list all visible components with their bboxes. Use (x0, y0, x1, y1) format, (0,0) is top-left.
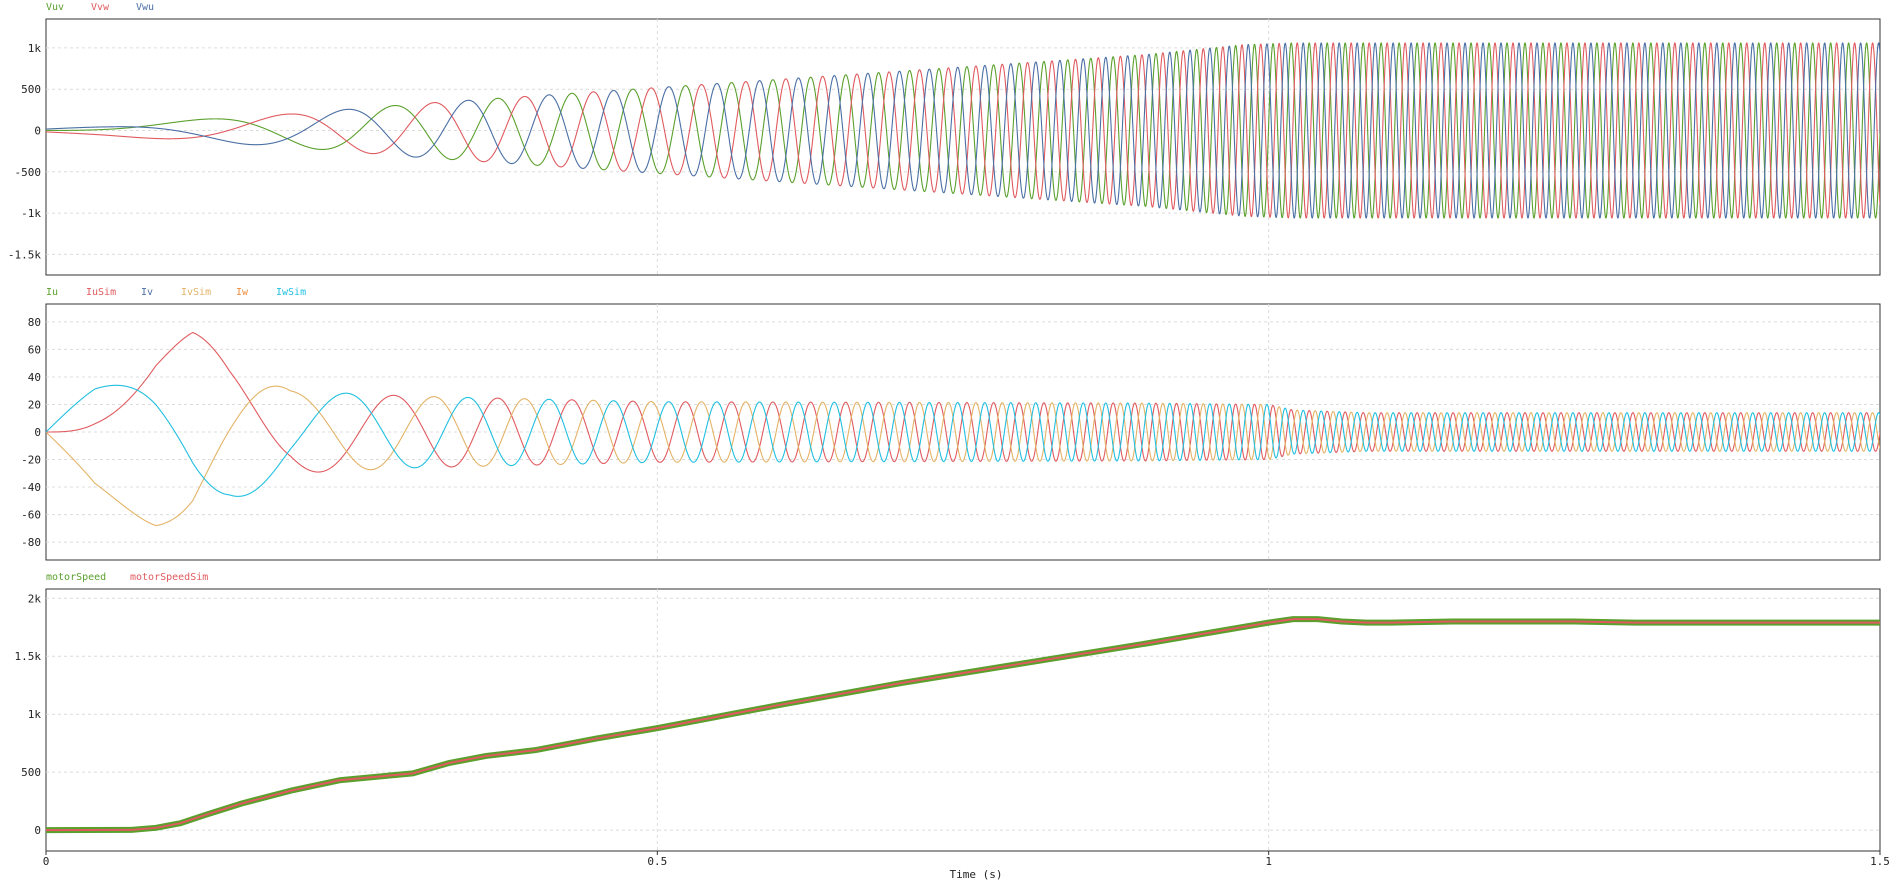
legend-entry-motorSpeedSim: motorSpeedSim (130, 572, 208, 583)
y-tick-label: 500 (21, 83, 41, 96)
legend-entry-motorSpeed: motorSpeed (46, 572, 106, 583)
y-tick-label: -60 (21, 509, 41, 522)
y-tick-label: 500 (21, 766, 41, 779)
y-tick-label: 80 (28, 316, 41, 329)
y-tick-label: 60 (28, 343, 41, 356)
x-tick-label: 1 (1265, 855, 1272, 868)
series-line-motorSpeedSim (46, 618, 1880, 832)
x-axis-label: Time (s) (950, 868, 1003, 881)
series-group (46, 331, 1880, 527)
legend-entry-Vwu: Vwu (136, 2, 154, 13)
series-line-Vuv (46, 42, 1880, 219)
y-tick-label: 0 (34, 824, 41, 837)
series-line-Vwu (46, 42, 1880, 219)
series-line-IwSim (46, 384, 1880, 497)
series-line-Vvw (46, 42, 1880, 219)
y-tick-label: -20 (21, 454, 41, 467)
legend-entry-IwSim: IwSim (276, 287, 306, 298)
x-tick-label: 0.5 (647, 855, 667, 868)
legend-entry-Vuv: Vuv (46, 2, 64, 13)
legend-entry-IvSim: IvSim (181, 287, 211, 298)
y-tick-label: -80 (21, 536, 41, 549)
y-tick-label: -1.5k (8, 248, 41, 261)
legend-entry-Iu: Iu (46, 287, 58, 298)
legend-entry-Iv: Iv (141, 287, 153, 298)
plot-frame (45, 588, 1881, 852)
panel-3: 2k 1.5k 1k 500 0 motorSpeed motorSpeedSim 0 0.5 1… (15, 572, 1890, 881)
legend-entry-Vvw: Vvw (91, 2, 110, 13)
series-line-IuSim (46, 331, 1880, 473)
y-tick-label: 0 (34, 426, 41, 439)
series-line-IvSim (46, 385, 1880, 527)
y-tick-label: 1k (28, 42, 42, 55)
x-tick-label: 0 (43, 855, 50, 868)
series-group (46, 616, 1880, 834)
series-group (46, 42, 1880, 219)
y-tick-label: -1k (21, 207, 41, 220)
y-tick-label: 40 (28, 371, 41, 384)
y-tick-label: 2k (28, 592, 42, 605)
y-tick-label: 20 (28, 398, 41, 411)
legend-entry-Iw: Iw (236, 287, 249, 298)
x-tick-label: 1.5 (1870, 855, 1890, 868)
panel-1: 1k 500 0 -500 -1k -1.5k Vuv Vvw Vwu (8, 2, 1881, 276)
y-tick-label: 0 (34, 124, 41, 137)
panel-2: 80 60 40 20 0 -20 -40 -60 -80 Iu IuSim Iv IvSim Iw IwS… (21, 287, 1881, 561)
y-tick-label: -40 (21, 481, 41, 494)
y-tick-label: -500 (15, 166, 42, 179)
y-tick-label: 1k (28, 708, 42, 721)
y-tick-label: 1.5k (15, 650, 42, 663)
legend-entry-IuSim: IuSim (86, 287, 116, 298)
